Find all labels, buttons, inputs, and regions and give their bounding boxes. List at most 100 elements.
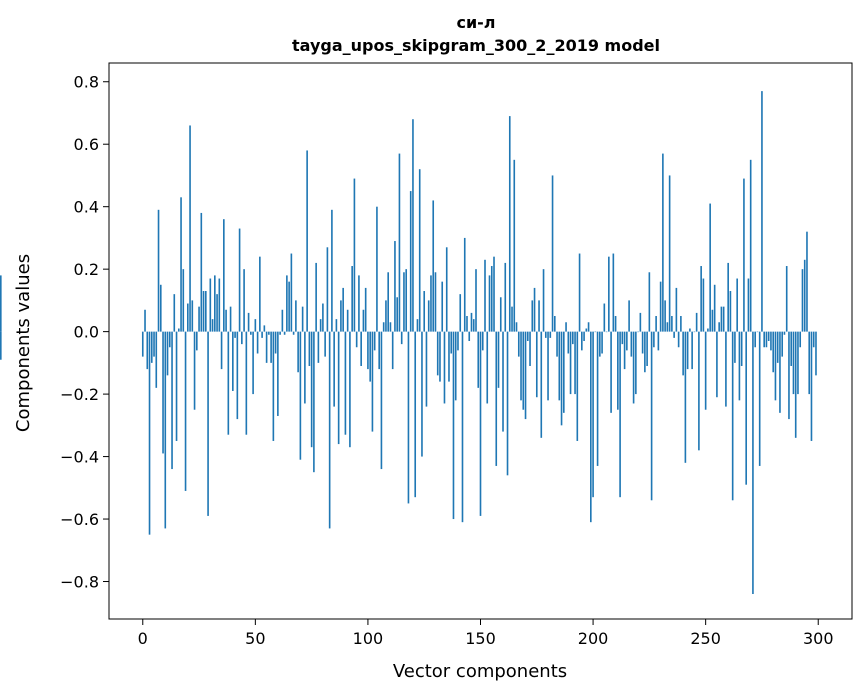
y-tick-label: 0.4 — [74, 198, 99, 217]
bar — [191, 300, 194, 332]
bar — [301, 306, 304, 332]
bar — [382, 322, 385, 332]
bar — [664, 300, 666, 332]
bar — [227, 331, 230, 435]
bar — [209, 278, 212, 332]
bar — [279, 331, 281, 335]
bar — [556, 331, 558, 357]
bar — [801, 269, 804, 332]
bar — [205, 291, 207, 332]
bar — [308, 331, 311, 366]
bar — [704, 331, 707, 410]
bar — [657, 331, 660, 351]
bar — [727, 262, 729, 332]
bar — [346, 309, 349, 332]
bar — [700, 266, 702, 332]
bar — [261, 331, 263, 338]
bar — [734, 331, 736, 363]
bar — [790, 331, 793, 366]
bar — [254, 319, 257, 332]
bar — [596, 331, 599, 466]
bar — [292, 331, 295, 335]
bar — [445, 247, 448, 332]
bar — [581, 331, 583, 351]
bar — [461, 331, 464, 523]
bar — [324, 331, 326, 357]
bar — [583, 331, 585, 341]
bar — [702, 278, 705, 332]
bar — [232, 331, 234, 391]
bar — [725, 331, 727, 407]
bar — [200, 212, 203, 332]
bar — [376, 206, 378, 332]
bar — [389, 322, 392, 332]
bar — [274, 331, 277, 354]
bar — [328, 331, 331, 529]
bar — [175, 331, 178, 441]
bar — [524, 331, 527, 420]
bar — [792, 331, 795, 395]
bar — [259, 256, 261, 332]
bar — [439, 331, 441, 382]
bar — [540, 331, 543, 438]
bar — [754, 331, 756, 348]
bar — [648, 272, 651, 332]
bar — [182, 269, 185, 332]
bar — [340, 300, 342, 332]
bar — [709, 203, 711, 332]
bar — [812, 331, 815, 348]
bar — [603, 303, 606, 332]
bar — [499, 297, 502, 332]
bar — [241, 331, 243, 345]
bar — [243, 269, 245, 332]
bar — [495, 331, 498, 466]
bar — [720, 306, 723, 332]
bar — [493, 256, 495, 332]
bar — [351, 266, 353, 332]
bar — [526, 331, 529, 341]
bar — [747, 278, 750, 332]
bar — [385, 300, 387, 332]
bar — [662, 153, 664, 332]
bar — [378, 331, 380, 370]
bar — [313, 331, 315, 473]
bar — [457, 331, 459, 351]
bar — [475, 269, 477, 332]
bar — [387, 272, 389, 332]
bar — [326, 247, 329, 332]
bar — [448, 331, 450, 382]
bar — [722, 306, 725, 332]
bar — [322, 303, 324, 332]
bar — [238, 228, 241, 332]
bar — [635, 331, 637, 395]
bar — [297, 331, 299, 373]
bar — [743, 178, 745, 332]
bar — [590, 331, 592, 523]
bar — [299, 331, 302, 460]
bar — [281, 309, 284, 332]
bar — [229, 306, 232, 332]
bar — [454, 331, 457, 401]
bar — [684, 331, 687, 463]
bar — [434, 272, 437, 332]
bar — [785, 266, 788, 332]
bar — [689, 328, 691, 332]
bar — [794, 331, 797, 438]
bar — [405, 269, 408, 332]
bar — [214, 275, 216, 332]
bar — [513, 159, 516, 332]
bar — [612, 253, 615, 332]
bar — [653, 331, 655, 348]
bar — [691, 331, 693, 370]
bar — [695, 312, 698, 332]
bar — [605, 331, 608, 333]
bar — [373, 331, 376, 351]
bar — [153, 331, 155, 357]
x-tick-label: 100 — [353, 629, 384, 648]
bar — [148, 331, 151, 535]
bar — [538, 300, 540, 332]
x-tick-label: 250 — [690, 629, 721, 648]
bar — [776, 331, 779, 363]
bar — [767, 331, 770, 341]
